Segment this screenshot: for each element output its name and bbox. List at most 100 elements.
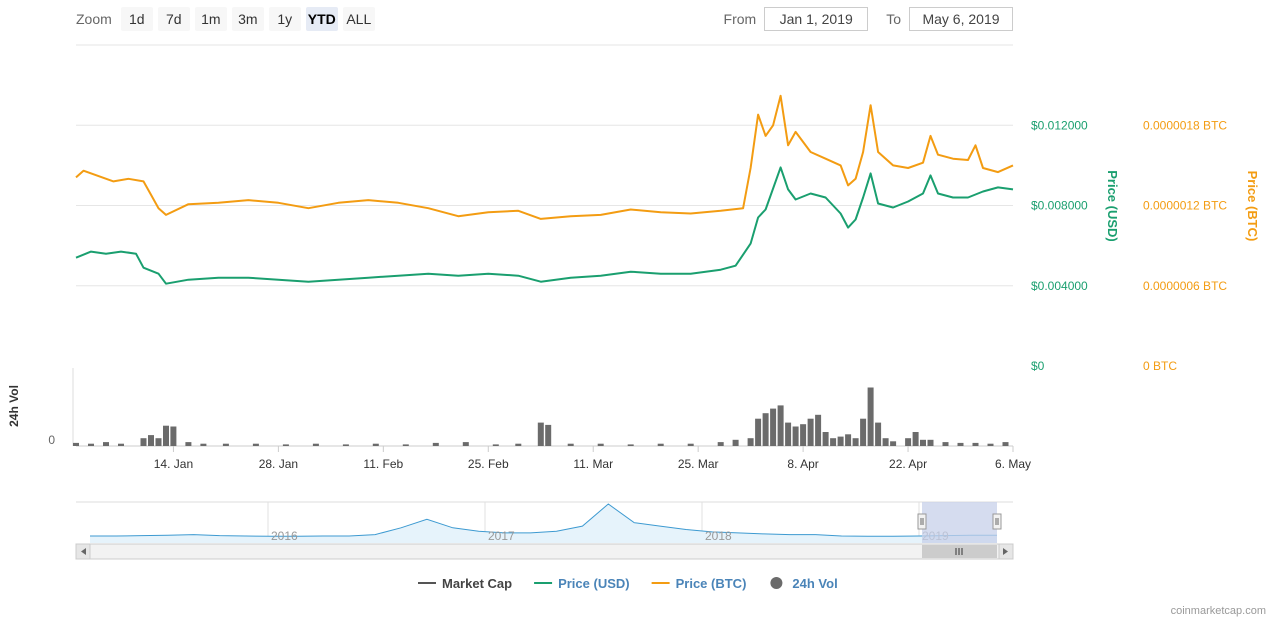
navigator-year-label: 2017 bbox=[488, 529, 515, 543]
volume-bar bbox=[920, 439, 926, 446]
volume-bar bbox=[170, 426, 177, 446]
volume-bar bbox=[118, 443, 124, 446]
from-label: From bbox=[723, 11, 757, 27]
to-date-input[interactable]: May 6, 2019 bbox=[909, 7, 1013, 31]
zoom-7d-button[interactable]: 7d bbox=[157, 7, 190, 31]
volume-bar bbox=[815, 414, 822, 446]
to-label: To bbox=[886, 11, 901, 27]
volume-bar bbox=[822, 432, 829, 446]
x-tick-label: 11. Mar bbox=[573, 457, 613, 471]
volume-bar bbox=[567, 443, 574, 446]
volume-bar bbox=[762, 413, 769, 446]
btc-tick-label: 0 BTC bbox=[1143, 359, 1177, 373]
volume-bar bbox=[755, 418, 762, 446]
volume-bar bbox=[905, 438, 912, 446]
volume-bar bbox=[1002, 442, 1009, 446]
volume-bar bbox=[185, 442, 192, 446]
scroll-left-arrow-icon bbox=[81, 548, 86, 555]
volume-bar bbox=[103, 442, 109, 446]
navigator-handle bbox=[992, 513, 1002, 530]
zoom-all-button[interactable]: ALL bbox=[342, 7, 375, 31]
volume-bar bbox=[927, 439, 934, 446]
volume-bar bbox=[627, 444, 634, 446]
x-tick-label: 22. Apr bbox=[889, 457, 927, 471]
volume-bar bbox=[687, 443, 694, 446]
x-tick-label: 25. Mar bbox=[678, 457, 719, 471]
volume-bar bbox=[987, 443, 994, 446]
usd-tick-label: $0.008000 bbox=[1031, 199, 1088, 213]
volume-bar bbox=[837, 436, 844, 446]
legend-item-label: Price (USD) bbox=[558, 576, 630, 591]
volume-bar bbox=[942, 442, 949, 446]
volume-bar bbox=[222, 443, 229, 446]
volume-bar bbox=[372, 443, 379, 446]
volume-bar bbox=[200, 443, 207, 446]
volume-bar bbox=[657, 443, 664, 446]
volume-bar bbox=[845, 434, 852, 446]
zoom-1d-button[interactable]: 1d bbox=[120, 7, 153, 31]
price-btc-series-line bbox=[75, 94, 1014, 220]
volume-bar bbox=[148, 435, 154, 446]
usd-tick-label: $0.012000 bbox=[1031, 118, 1088, 132]
x-tick-label: 11. Feb bbox=[363, 457, 403, 471]
volume-bar bbox=[957, 442, 964, 446]
btc-tick-label: 0.0000006 BTC bbox=[1143, 279, 1227, 293]
volume-bar bbox=[73, 442, 79, 446]
volume-bar bbox=[890, 441, 897, 446]
from-date-input[interactable]: Jan 1, 2019 bbox=[764, 7, 869, 31]
volume-bar bbox=[462, 442, 469, 446]
navigator-selection bbox=[922, 502, 997, 543]
navigator-line bbox=[90, 503, 997, 537]
volume-bar bbox=[515, 443, 522, 446]
volume-bar bbox=[492, 444, 499, 446]
scrollbar-track bbox=[75, 543, 1014, 560]
volume-bar bbox=[732, 439, 739, 446]
navigator-year-label: 2016 bbox=[271, 529, 298, 543]
volume-tick-label: 0 bbox=[48, 433, 55, 447]
credit-link[interactable]: coinmarketcap.com bbox=[1170, 605, 1266, 617]
price-usd-series-line bbox=[75, 166, 1014, 285]
date-range-selector: From Jan 1, 2019 To May 6, 2019 bbox=[724, 7, 1013, 31]
volume-bar bbox=[432, 442, 439, 446]
volume-bar bbox=[88, 443, 94, 446]
usd-axis-title: Price (USD) bbox=[1105, 170, 1120, 242]
btc-tick-label: 0.0000018 BTC bbox=[1143, 118, 1227, 132]
usd-tick-label: $0.004000 bbox=[1031, 279, 1088, 293]
x-tick-label: 28. Jan bbox=[259, 457, 298, 471]
x-tick-label: 8. Apr bbox=[787, 457, 818, 471]
volume-bar bbox=[717, 442, 724, 446]
volume-bar bbox=[875, 422, 882, 446]
volume-bar bbox=[140, 438, 147, 446]
volume-bar bbox=[402, 444, 409, 446]
volume-bar bbox=[342, 444, 349, 446]
zoom-bar: Zoom 1d 7d 1m 3m 1y YTD ALL bbox=[76, 6, 375, 32]
zoom-1y-button[interactable]: 1y bbox=[268, 7, 301, 31]
volume-bar bbox=[972, 442, 979, 446]
zoom-ytd-button[interactable]: YTD bbox=[305, 7, 338, 31]
volume-bar bbox=[155, 438, 162, 446]
volume-bar bbox=[830, 438, 837, 446]
legend-swatch bbox=[770, 577, 783, 589]
legend-item-label: 24h Vol bbox=[792, 576, 837, 591]
zoom-label: Zoom bbox=[76, 11, 112, 27]
volume-bar bbox=[852, 438, 859, 446]
volume-bar bbox=[252, 443, 259, 446]
volume-bar bbox=[807, 418, 814, 446]
volume-bar bbox=[537, 422, 544, 446]
navigator-handle bbox=[917, 513, 927, 530]
volume-bar bbox=[860, 418, 867, 446]
zoom-3m-button[interactable]: 3m bbox=[231, 7, 264, 31]
volume-bar bbox=[747, 438, 754, 446]
volume-bar bbox=[163, 425, 169, 446]
btc-tick-label: 0.0000012 BTC bbox=[1143, 199, 1227, 213]
zoom-1m-button[interactable]: 1m bbox=[194, 7, 227, 31]
legend-item-label: Market Cap bbox=[442, 576, 512, 591]
volume-bar bbox=[777, 405, 784, 446]
x-tick-label: 25. Feb bbox=[468, 457, 509, 471]
volume-bar bbox=[792, 426, 799, 446]
volume-bar bbox=[545, 424, 552, 446]
volume-bar bbox=[882, 438, 889, 446]
scroll-right-arrow-icon bbox=[1003, 548, 1008, 555]
legend-item-label: Price (BTC) bbox=[676, 576, 747, 591]
